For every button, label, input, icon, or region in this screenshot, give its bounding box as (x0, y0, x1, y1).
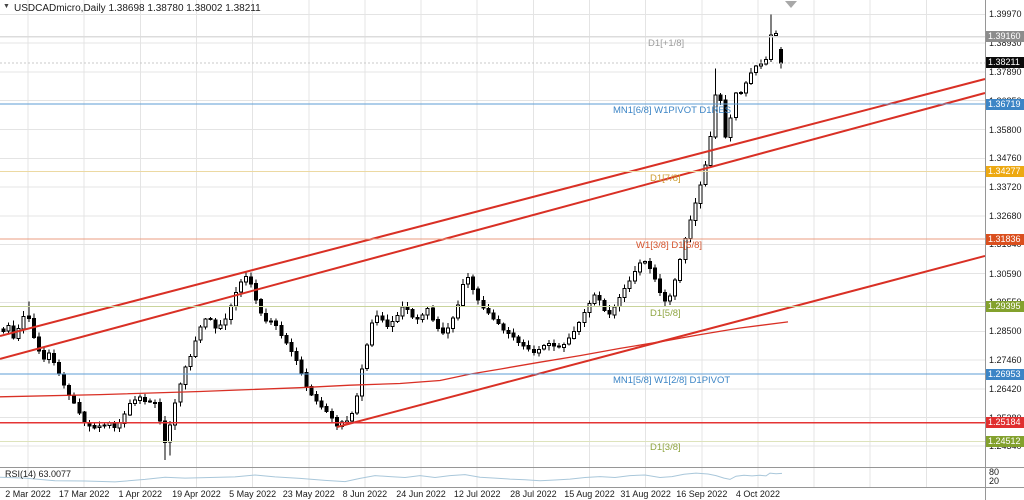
current-price-badge: 1.38211 (986, 57, 1024, 69)
price-axis-tick: 1.28500 (989, 326, 1022, 337)
date-axis-label[interactable]: 17 Mar 2022 (58, 489, 110, 499)
level-label: D1[+1/8] (648, 37, 685, 49)
price-axis-tick: 1.27460 (989, 355, 1022, 366)
price-axis-tick: 1.37890 (989, 66, 1022, 77)
date-axis-label[interactable]: 31 Aug 2022 (620, 489, 671, 499)
level-label: D1[3/8] (650, 442, 681, 454)
level-label: D1[7/8] (650, 172, 681, 184)
price-level-badge: 1.29395 (986, 301, 1024, 313)
rsi-indicator-label: RSI(14) 63.0077 (5, 469, 72, 479)
rsi-scale-80: 80 (989, 467, 1000, 477)
candlesticks (1, 14, 784, 460)
price-level-badge: 1.36719 (986, 98, 1024, 110)
grid-lines (0, 0, 985, 488)
date-axis-label[interactable]: 28 Jul 2022 (510, 489, 557, 499)
pivot-level-lines (0, 36, 985, 443)
symbol-collapse-icon[interactable]: ▼ (3, 3, 10, 10)
chart-shift-icon[interactable] (785, 1, 797, 8)
date-axis-label[interactable]: 24 Jun 2022 (396, 489, 446, 499)
price-level-badge: 1.26953 (986, 368, 1024, 380)
price-level-badge: 1.24512 (986, 435, 1024, 447)
moving-average-line (0, 321, 789, 398)
price-level-badge: 1.39160 (986, 31, 1024, 43)
level-label: W1[3/8] D1[6/8] (636, 240, 703, 252)
rsi-line (0, 472, 783, 483)
date-axis-label[interactable]: 1 Apr 2022 (118, 489, 163, 499)
price-axis-tick: 1.33720 (989, 182, 1022, 192)
date-axis-label[interactable]: 23 May 2022 (282, 489, 335, 499)
price-level-badge: 1.25184 (986, 417, 1024, 429)
date-axis-label[interactable]: 5 May 2022 (229, 489, 277, 499)
price-axis-tick: 1.34760 (989, 153, 1022, 164)
price-level-badge: 1.34277 (986, 166, 1024, 178)
date-axis-label[interactable]: 8 Jun 2022 (342, 489, 388, 499)
date-axis-label[interactable]: 12 Jul 2022 (453, 489, 501, 499)
date-axis-label[interactable]: 15 Aug 2022 (564, 489, 615, 499)
rsi-scale-20: 20 (989, 476, 1000, 486)
date-axis-label[interactable]: 2 Mar 2022 (5, 489, 51, 499)
price-axis-tick: 1.26420 (989, 383, 1022, 394)
level-label: MN1[6/8] W1PIVOT D1RES (613, 105, 732, 117)
date-axis-label[interactable]: 4 Oct 2022 (735, 489, 780, 499)
price-axis-tick: 1.32680 (989, 210, 1022, 221)
price-axis-tick: 1.39970 (989, 9, 1022, 20)
channel-upper[interactable] (0, 78, 986, 337)
price-axis-tick: 1.35800 (989, 124, 1022, 135)
level-label: MN1[5/8] W1[2/8] D1PIVOT (613, 375, 731, 387)
channel-lower[interactable] (0, 92, 986, 360)
price-axis-tick: 1.38930 (989, 38, 1022, 49)
level-label: D1[5/8] (650, 307, 681, 319)
date-axis-label[interactable]: 19 Apr 2022 (172, 489, 221, 499)
trend-lines (0, 78, 986, 428)
price-axis-tick: 1.30590 (989, 268, 1022, 279)
shift-marker (785, 1, 797, 8)
support-trend[interactable] (336, 255, 986, 428)
chart-title: USDCADmicro,Daily 1.38698 1.38780 1.3800… (14, 3, 261, 14)
price-level-badge: 1.31836 (986, 233, 1024, 245)
date-axis-label[interactable]: 16 Sep 2022 (676, 489, 728, 499)
